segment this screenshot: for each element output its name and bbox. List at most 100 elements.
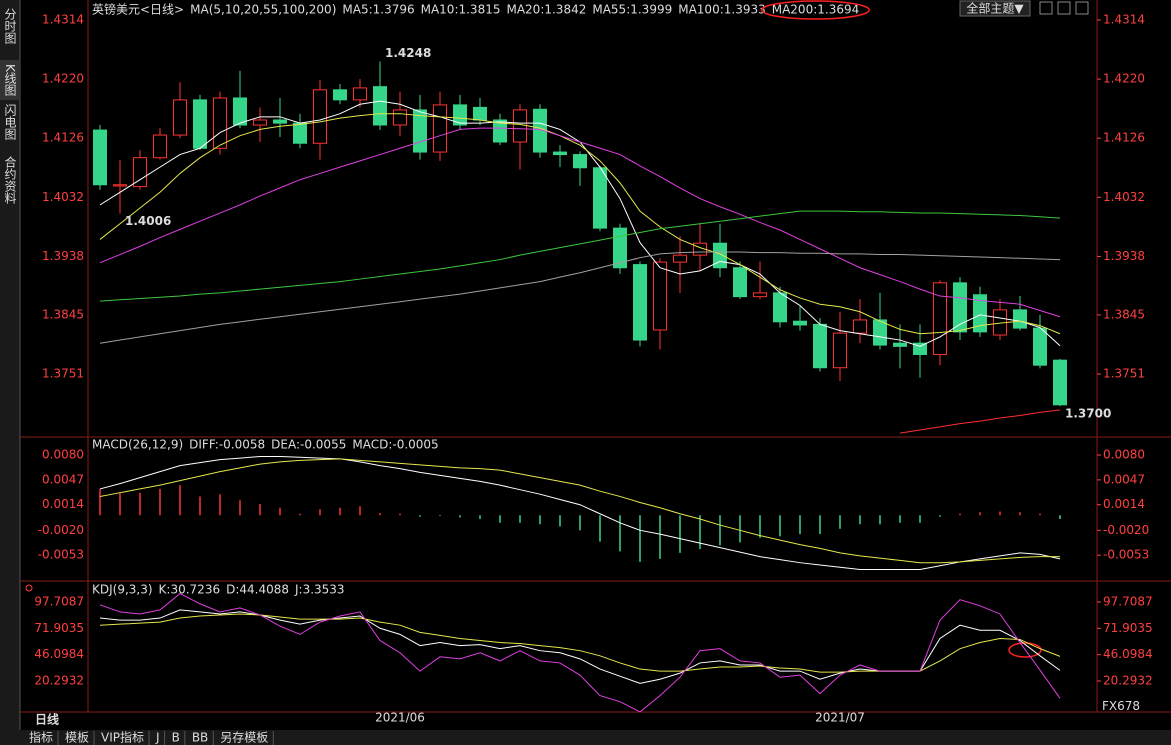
- highlight-circle: [760, 0, 870, 20]
- candle-body: [413, 109, 427, 153]
- line-series: [99, 251, 1061, 344]
- candle-body: [213, 97, 227, 149]
- candle-body: [893, 342, 907, 347]
- y-tick-label: 1.3751: [42, 367, 84, 381]
- legend-label: 英镑美元<日线>: [92, 2, 184, 17]
- candle-body: [933, 282, 947, 356]
- y-tick-label: 0.0080: [1103, 448, 1145, 462]
- candle-body: [273, 119, 287, 124]
- candle-body: [513, 109, 527, 143]
- icon-button[interactable]: [1075, 1, 1089, 15]
- legend-label: D:44.4088: [226, 583, 289, 597]
- legend-label: K:30.7236: [159, 583, 221, 597]
- candle-body: [1033, 327, 1047, 366]
- y-tick-label: -0.0053: [38, 548, 84, 562]
- y-tick-label: -0.0053: [1103, 548, 1149, 562]
- tab[interactable]: J: [155, 731, 160, 745]
- tab[interactable]: 指标: [29, 730, 53, 745]
- price-annotation: 1.4248: [385, 46, 431, 60]
- candle-body: [353, 87, 367, 101]
- settings-icon[interactable]: [25, 584, 33, 592]
- legend-label: KDJ(9,3,3): [92, 583, 153, 597]
- line-series: [99, 210, 1061, 302]
- candle-body: [453, 104, 467, 126]
- y-tick-label: 1.4314: [1103, 13, 1145, 27]
- candle-body: [553, 151, 567, 156]
- watermark: FX678: [1102, 699, 1140, 713]
- y-tick-label: 71.9035: [1103, 621, 1153, 635]
- line-series: [899, 409, 1061, 434]
- candle-body: [253, 119, 267, 126]
- candle-body: [473, 106, 487, 121]
- y-tick-label: 71.9035: [34, 621, 84, 635]
- candle-body: [113, 184, 127, 187]
- candle-body: [653, 261, 667, 331]
- candle-body: [333, 89, 347, 101]
- candle-body: [633, 264, 647, 341]
- candle-body: [753, 292, 767, 298]
- candle-body: [1053, 359, 1067, 406]
- candle-body: [173, 99, 187, 136]
- candle-body: [873, 319, 887, 346]
- y-tick-label: 20.2932: [34, 673, 84, 687]
- candle-body: [953, 282, 967, 333]
- tab[interactable]: 模板: [65, 731, 89, 745]
- period-label[interactable]: 日线: [35, 712, 59, 727]
- legend-label: DIFF:-0.0058: [189, 438, 265, 452]
- x-tick-label: 2021/07: [815, 711, 865, 725]
- candle-body: [733, 267, 747, 298]
- candle-body: [233, 97, 247, 126]
- tab[interactable]: 另存模板: [220, 731, 268, 745]
- sidebar-tab[interactable]: 闪电图: [3, 104, 17, 140]
- y-tick-label: 46.0984: [1103, 647, 1153, 661]
- legend-label: MACD:-0.0005: [352, 438, 438, 452]
- icon-button[interactable]: [1039, 1, 1053, 15]
- y-tick-label: 0.0047: [42, 472, 84, 486]
- y-tick-label: 97.7087: [34, 595, 84, 609]
- candle-body: [93, 129, 107, 186]
- y-tick-label: 0.0014: [1103, 497, 1145, 511]
- y-tick-label: 1.4220: [42, 72, 84, 86]
- legend-label: MA10:1.3815: [421, 3, 501, 17]
- candle-body: [833, 332, 847, 369]
- candle-body: [913, 342, 927, 356]
- sidebar-tab[interactable]: 分时图: [3, 8, 17, 44]
- x-tick-label: 2021/06: [375, 711, 425, 725]
- tab[interactable]: B: [172, 731, 180, 745]
- legend-label: DEA:-0.0055: [271, 438, 346, 452]
- candle-body: [493, 119, 507, 143]
- candle-body: [813, 323, 827, 369]
- sidebar-tab[interactable]: 合约资料: [3, 155, 17, 204]
- theme-button-label[interactable]: 全部主题▼: [966, 1, 1024, 16]
- y-tick-label: 1.4314: [42, 13, 84, 27]
- highlight-circle: [1008, 642, 1042, 658]
- line-series: [99, 592, 1061, 713]
- y-tick-label: 1.3938: [1103, 249, 1145, 263]
- theme-button[interactable]: [959, 0, 1031, 17]
- candle-body: [133, 157, 147, 188]
- tab[interactable]: VIP指标: [101, 730, 144, 745]
- legend-label: MA100:1.3933: [678, 3, 766, 17]
- line-series: [99, 127, 1061, 318]
- y-tick-label: 1.4220: [1103, 72, 1145, 86]
- tab[interactable]: BB: [192, 731, 208, 745]
- candle-body: [433, 104, 447, 153]
- icon-button[interactable]: [1057, 1, 1071, 15]
- candle-body: [573, 154, 587, 169]
- price-annotation: 1.3700: [1065, 407, 1111, 421]
- y-tick-label: 1.4032: [42, 190, 84, 204]
- y-tick-label: -0.0020: [1103, 523, 1149, 537]
- y-tick-label: 1.4126: [1103, 131, 1145, 145]
- y-tick-label: 97.7087: [1103, 595, 1153, 609]
- legend-label: J:3.3533: [294, 583, 345, 597]
- candle-body: [973, 294, 987, 333]
- sidebar-tab[interactable]: K线图: [3, 64, 17, 96]
- legend-label: MA(5,10,20,55,100,200): [190, 3, 336, 17]
- y-tick-label: 0.0047: [1103, 472, 1145, 486]
- tab-bar: [20, 730, 1171, 745]
- candle-body: [773, 292, 787, 323]
- y-tick-label: 1.3938: [42, 249, 84, 263]
- sidebar-active: [0, 60, 20, 100]
- y-tick-label: 0.0080: [42, 448, 84, 462]
- y-tick-label: 20.2932: [1103, 673, 1153, 687]
